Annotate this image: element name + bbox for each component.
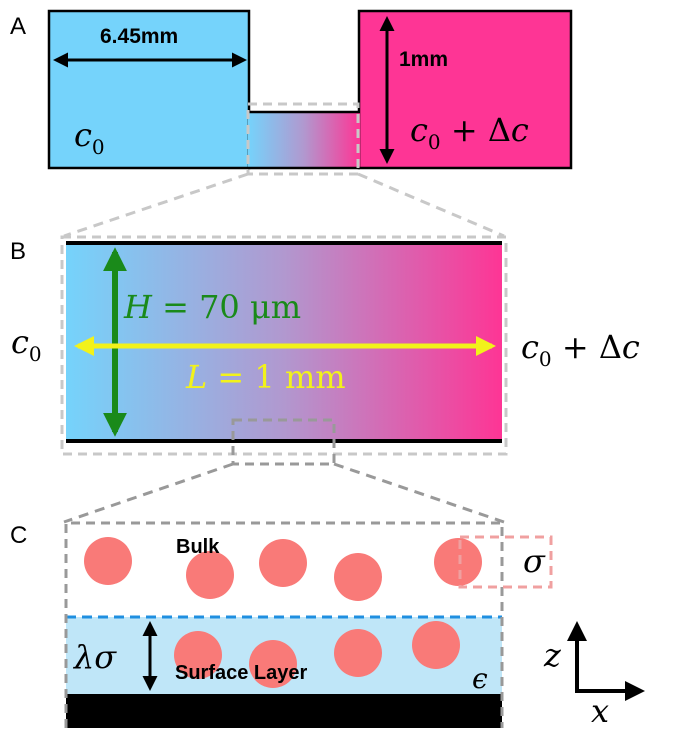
- left-concentration-label-b: c0: [11, 323, 42, 366]
- bulk-particle: [186, 551, 234, 599]
- zoom-box-c-outline: [64, 521, 504, 728]
- left-concentration-label: c0: [74, 116, 105, 159]
- zoom-box-b-small: [231, 418, 336, 466]
- surface-particle: [334, 629, 382, 677]
- panel-b: B H = 70 μm L = 1 mm c0 c0 + Δc: [10, 235, 640, 524]
- right-concentration-label-b: c0 + Δc: [521, 328, 640, 371]
- bulk-particle: [334, 553, 382, 601]
- substrate-wall: [66, 694, 502, 728]
- zoom-line-b-left: [63, 462, 234, 524]
- bulk-particle: [259, 539, 307, 587]
- panel-a-label: A: [10, 13, 26, 40]
- height-label: 1mm: [399, 48, 448, 71]
- right-concentration-label: c0 + Δc: [410, 111, 529, 154]
- zoom-line-a-left: [63, 172, 249, 238]
- channel-zoomed: [66, 243, 502, 441]
- panel-b-label: B: [10, 238, 26, 265]
- width-label: 6.45mm: [100, 25, 178, 48]
- zoom-line-b-right: [333, 462, 505, 524]
- panel-c-label: C: [10, 522, 27, 549]
- height-h-label: H = 70 μm: [123, 288, 301, 326]
- surface-particle: [174, 631, 222, 679]
- panel-c: C σ Bulk Surface Layer λσ ϵ: [10, 521, 645, 730]
- x-axis-label: x: [591, 692, 609, 730]
- sigma-size-box: [458, 535, 553, 589]
- surface-layer-label: Surface Layer: [175, 662, 308, 684]
- epsilon-label: ϵ: [472, 662, 488, 695]
- z-axis-label: z: [543, 636, 562, 674]
- connecting-channel: [248, 112, 360, 168]
- sigma-label: σ: [523, 542, 546, 580]
- lambda-sigma-label: λσ: [72, 638, 117, 676]
- surface-particle: [412, 621, 460, 669]
- zoom-line-a-right: [357, 172, 505, 238]
- surface-particle: [249, 640, 297, 688]
- panel-a: A 6.45mm 1mm c0 c0 + Δc: [10, 9, 573, 238]
- length-l-label: L = 1 mm: [185, 358, 346, 396]
- bulk-label: Bulk: [176, 536, 220, 558]
- bulk-particle: [84, 537, 132, 585]
- left-reservoir: [47, 9, 251, 170]
- bulk-particle: [434, 538, 482, 586]
